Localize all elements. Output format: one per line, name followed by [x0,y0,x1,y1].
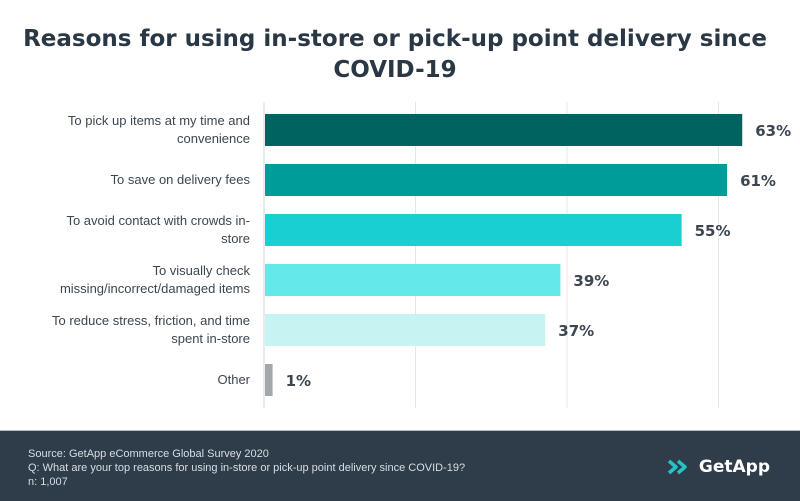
category-label: To avoid contact with crowds in-store [66,213,250,246]
source-note: Source: GetApp eCommerce Global Survey 2… [28,448,269,460]
category-label: To save on delivery fees [111,172,251,187]
bar [265,214,682,246]
value-label: 61% [740,172,776,190]
getapp-logo: GetApp [667,457,770,477]
chart-title-line-2: COVID-19 [333,57,457,83]
category-label: To visually check missing/incorrect/damag… [60,263,251,296]
value-label: 55% [695,222,731,240]
chart-title: Reasons for using in-store or pick-up po… [0,24,790,86]
value-label: 63% [755,122,791,140]
bar [265,164,728,196]
sample-size-note: n: 1,007 [28,476,68,488]
value-label: 37% [558,322,594,340]
getapp-chevrons-icon [667,459,687,475]
category-label: To pick up items at my time and convenien… [68,113,250,146]
chart-title-line-1: Reasons for using in-store or pick-up po… [23,26,767,52]
logo-text: GetApp [698,457,770,477]
category-label: To reduce stress, friction, and time spen… [52,313,250,346]
footer-notes: Source: GetApp eCommerce Global Survey 2… [28,447,465,489]
bar [265,264,561,296]
footer: Source: GetApp eCommerce Global Survey 2… [0,430,800,501]
category-label: Other [217,372,250,387]
question-note: Q: What are your top reasons for using i… [28,462,466,474]
value-label: 39% [573,272,609,290]
bar [265,314,546,346]
bar [265,364,273,396]
bar [265,114,743,146]
bar-chart: To pick up items at my time and convenien… [52,102,791,408]
value-label: 1% [286,372,311,390]
